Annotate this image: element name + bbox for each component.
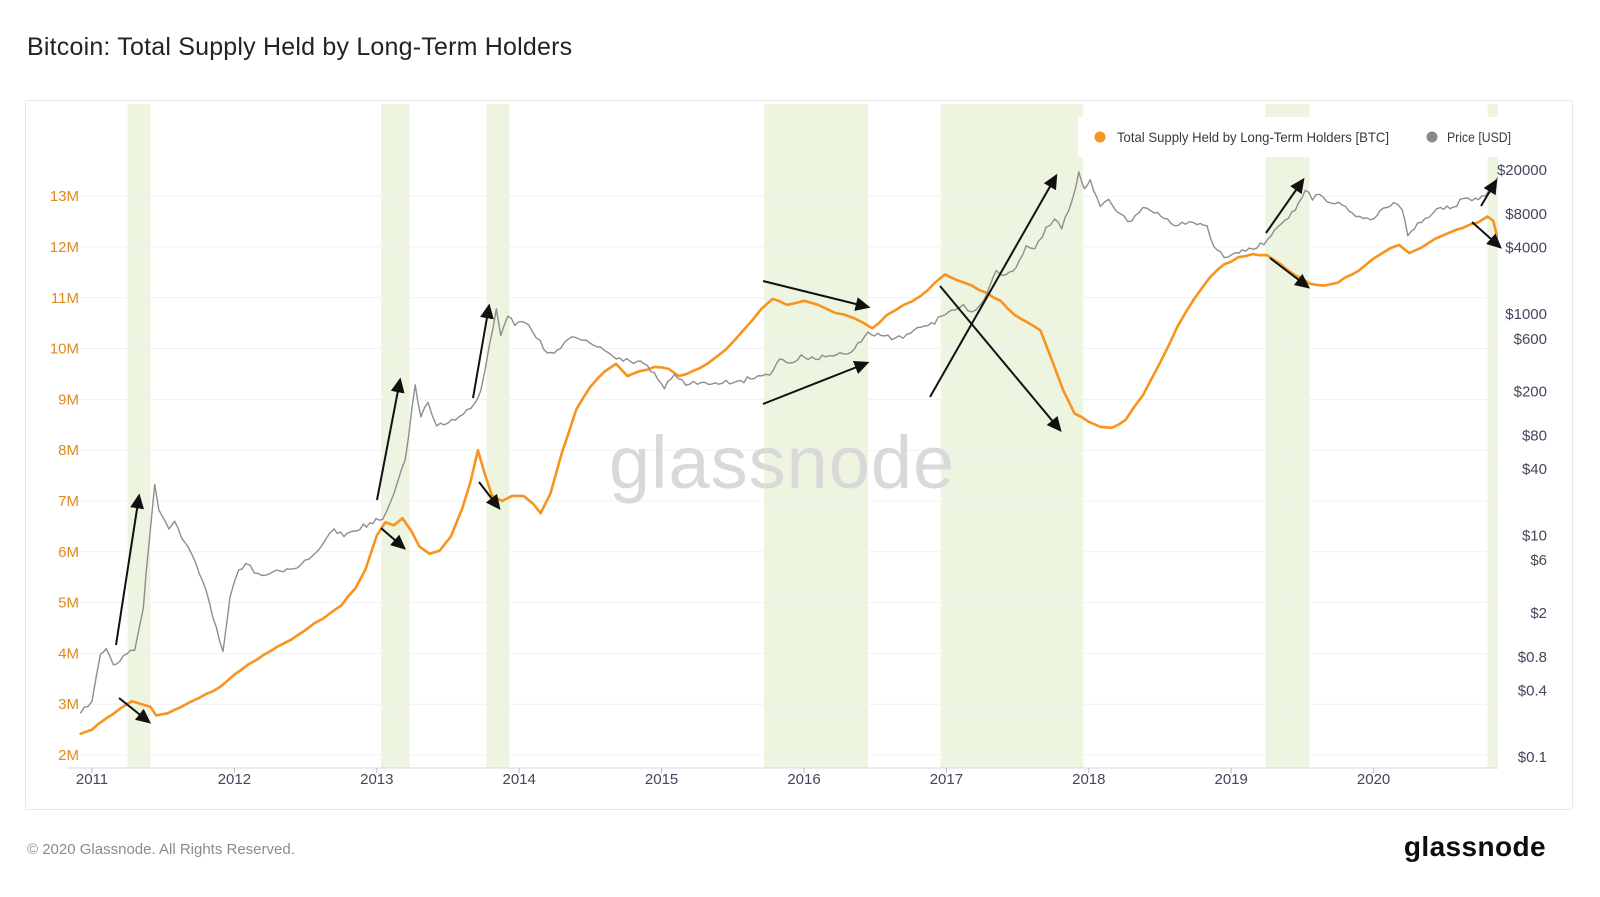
highlight-band [764,104,869,768]
highlight-band [1487,104,1498,768]
annotation-arrow [115,493,145,646]
right-axis-tick-label: $6 [1530,552,1547,569]
x-tick-label: 2018 [1072,771,1105,788]
right-axis-tick-label: $0.1 [1518,749,1547,766]
left-axis-tick-label: 5M [58,595,79,612]
watermark: glassnode [609,421,955,504]
legend-label: Price [USD] [1447,129,1511,145]
left-axis-tick-label: 2M [58,747,79,764]
right-axis-tick-label: $600 [1514,331,1547,348]
legend-marker-icon [1426,131,1438,143]
legend-marker-icon [1094,131,1106,143]
legend-item-supply[interactable]: Total Supply Held by Long-Term Holders [… [1094,129,1390,145]
left-axis-tick-label: 8M [58,442,79,459]
left-axis-tick-label: 12M [50,239,79,256]
annotation-arrow [762,361,870,405]
highlight-band [940,104,1084,768]
x-tick-label: 2012 [218,771,251,788]
highlight-band [486,104,510,768]
x-tick-label: 2011 [76,771,108,788]
right-axis-tick-label: $8000 [1505,206,1547,223]
annotation-arrow [118,697,152,724]
right-axis-tick-label: $1000 [1505,306,1547,323]
left-axis-tick-label: 11M [51,290,79,307]
annotation-arrow [472,303,494,399]
x-tick-label: 2013 [360,771,393,788]
annotation-arrow [762,280,871,311]
annotation-arrow [939,285,1062,432]
glassnode-logo: glassnode [1403,831,1546,862]
left-axis-tick-label: 10M [50,341,79,358]
left-axis-tick-label: 4M [58,645,79,662]
left-axis-tick-label: 13M [50,188,79,205]
right-axis-tick-label: $40 [1522,461,1547,478]
annotation-arrow [1471,221,1502,249]
annotation-arrow [376,377,405,501]
highlight-band [127,104,151,768]
left-axis-tick-label: 3M [58,696,79,713]
x-tick-label: 2017 [930,771,963,788]
legend-item-price[interactable]: Price [USD] [1426,129,1512,145]
right-axis-tick-label: $80 [1522,428,1547,445]
legend-label: Total Supply Held by Long-Term Holders [… [1117,129,1389,145]
right-axis-tick-label: $0.8 [1518,649,1547,666]
right-axis-tick-label: $2 [1530,605,1547,622]
footer-copyright: © 2020 Glassnode. All Rights Reserved. [27,841,295,858]
x-tick-label: 2015 [645,771,678,788]
x-tick-label: 2020 [1357,771,1390,788]
right-axis-tick-label: $0.4 [1518,682,1547,699]
x-tick-label: 2016 [787,771,820,788]
annotation-arrow [380,527,406,550]
annotation-arrow [929,173,1058,398]
left-axis-tick-label: 9M [58,391,79,408]
highlight-band [1265,104,1310,768]
annotation-arrow [1480,178,1498,207]
annotation-arrow [1269,257,1311,289]
highlight-band [381,104,410,768]
annotation-arrow [1265,177,1305,234]
annotation-arrow [478,481,501,511]
right-axis-tick-label: $200 [1514,384,1547,401]
x-tick-label: 2014 [503,771,536,788]
right-axis-tick-label: $20000 [1497,162,1547,179]
left-axis-tick-label: 6M [58,544,79,561]
page-title: Bitcoin: Total Supply Held by Long-Term … [27,33,573,61]
left-axis-tick-label: 7M [58,493,79,510]
series-layer [79,171,1498,735]
right-axis-tick-label: $10 [1522,528,1547,545]
supply-series-line [79,215,1498,735]
right-axis-tick-label: $4000 [1505,240,1547,257]
legend-background [1078,117,1530,157]
price-series-line [79,171,1498,714]
x-tick-label: 2019 [1215,771,1248,788]
